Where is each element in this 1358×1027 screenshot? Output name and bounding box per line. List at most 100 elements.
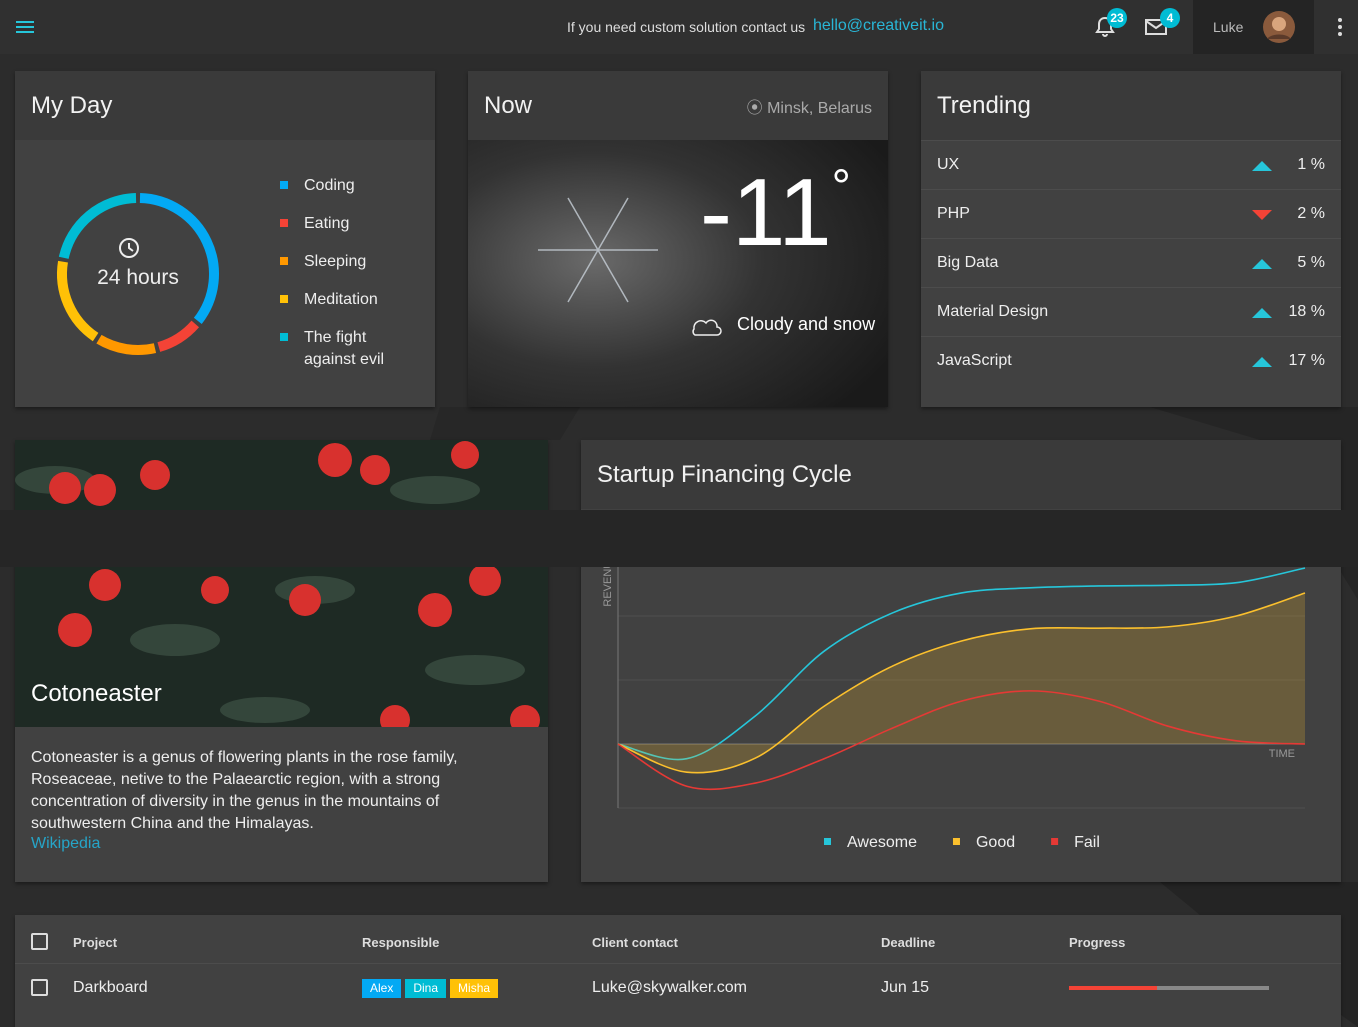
legend-swatch bbox=[280, 257, 288, 265]
card-title: Cotoneaster bbox=[31, 680, 162, 707]
tag: Alex bbox=[362, 979, 402, 998]
trend-arrow bbox=[1252, 161, 1272, 171]
legend-swatch bbox=[280, 295, 288, 303]
message-badge: 4 bbox=[1160, 8, 1180, 28]
more-button[interactable] bbox=[1336, 17, 1344, 37]
donut-segment bbox=[96, 334, 157, 355]
trending-value: 2 % bbox=[1297, 205, 1325, 222]
row-checkbox[interactable] bbox=[31, 979, 48, 996]
card-title: My Day bbox=[15, 71, 435, 140]
trend-arrow bbox=[1252, 357, 1272, 367]
legend-swatch bbox=[280, 333, 288, 341]
legend-label: Eating bbox=[304, 215, 350, 232]
weather-image: -11° Cloudy and snow bbox=[468, 140, 888, 407]
legend-label: Meditation bbox=[304, 291, 378, 308]
trend-arrow bbox=[1252, 308, 1272, 318]
donut-segment bbox=[139, 193, 219, 324]
trending-value: 18 % bbox=[1288, 303, 1325, 320]
legend-swatch bbox=[280, 219, 288, 227]
table-row: Darkboard Alex Dina Misha Luke@skywalker.com… bbox=[15, 963, 1341, 1011]
wikipedia-link[interactable]: Wikipedia bbox=[31, 835, 101, 852]
weather-card: Now ⦿ Minsk, Belarus -11° Cloudy and sno… bbox=[468, 71, 888, 407]
user-menu[interactable]: Luke bbox=[1193, 0, 1314, 54]
line bbox=[617, 592, 1306, 774]
legend-swatch bbox=[280, 181, 288, 189]
donut-center-label: 24 hours bbox=[97, 266, 179, 289]
email-link[interactable]: hello@creativeit.io bbox=[813, 17, 944, 34]
condition: Cloudy and snow bbox=[737, 314, 876, 334]
notification-badge: 23 bbox=[1107, 8, 1127, 28]
legend-label: Coding bbox=[304, 177, 355, 194]
trending-row: PHP 2 % bbox=[921, 189, 1341, 238]
avatar bbox=[1263, 11, 1295, 43]
trending-value: 1 % bbox=[1297, 156, 1325, 173]
temperature: -11° bbox=[700, 159, 851, 266]
trend-arrow bbox=[1252, 210, 1272, 220]
temperature-value: -11 bbox=[700, 159, 832, 266]
location: ⦿ Minsk, Belarus bbox=[746, 99, 872, 117]
legend-item: Coding bbox=[280, 175, 400, 197]
trending-card: Trending UX 1 % PHP 2 % Big Data 5 % Material … bbox=[921, 71, 1341, 407]
contact: Luke@skywalker.com bbox=[592, 979, 747, 996]
tag: Misha bbox=[450, 979, 499, 998]
my-day-card: My Day 24 hours Coding Eating Sleeping Medi… bbox=[15, 71, 435, 407]
deadline: Jun 15 bbox=[881, 979, 930, 996]
trending-label: UX bbox=[937, 156, 960, 173]
legend-swatch bbox=[1051, 838, 1059, 845]
legend-item: Meditation bbox=[280, 289, 400, 311]
legend-label: Good bbox=[976, 834, 1015, 851]
trending-row: Big Data 5 % bbox=[921, 238, 1341, 287]
project: Darkboard bbox=[73, 979, 148, 996]
plant-image bbox=[15, 440, 548, 727]
trending-value: 5 % bbox=[1297, 254, 1325, 271]
trending-label: JavaScript bbox=[937, 352, 1012, 369]
column-header: Project bbox=[73, 935, 118, 950]
column-header: Client contact bbox=[592, 935, 678, 950]
column-header: Progress bbox=[1069, 935, 1126, 950]
progress-track bbox=[1069, 986, 1269, 990]
overlay-bar bbox=[0, 510, 1358, 567]
x-axis-label: TIME bbox=[1269, 748, 1295, 760]
legend-swatch bbox=[952, 838, 960, 845]
line-chart: REVENUE TIME Awesome Good Fail bbox=[602, 551, 1306, 851]
area bbox=[618, 592, 1305, 773]
menu-button[interactable] bbox=[16, 18, 38, 36]
arrow-shape bbox=[1252, 259, 1272, 269]
user-name: Luke bbox=[1213, 19, 1244, 35]
tag: Dina bbox=[405, 979, 447, 998]
trending-row: UX 1 % bbox=[921, 140, 1341, 189]
location-text: Minsk, Belarus bbox=[767, 99, 872, 117]
select-all-checkbox[interactable] bbox=[31, 933, 48, 950]
trending-row: Material Design 18 % bbox=[921, 287, 1341, 336]
trending-row: JavaScript 17 % bbox=[921, 336, 1341, 385]
description: Cotoneaster is a genus of flowering plan… bbox=[31, 749, 458, 832]
card-title: Startup Financing Cycle bbox=[581, 440, 1341, 509]
legend-item: Sleeping bbox=[280, 251, 400, 273]
card-title: Now bbox=[484, 91, 533, 119]
legend: Coding Eating Sleeping Meditation The fight … bbox=[280, 175, 430, 387]
chart-card: Startup Financing Cycle REVENUE TIME Awe… bbox=[581, 440, 1341, 882]
trending-label: Big Data bbox=[937, 254, 999, 271]
legend-label: Sleeping bbox=[304, 253, 367, 270]
column-header: Deadline bbox=[881, 935, 936, 950]
legend-label: Fail bbox=[1074, 834, 1100, 851]
tags: Alex Dina Misha bbox=[362, 979, 499, 998]
arrow-shape bbox=[1252, 210, 1272, 220]
arrow-shape bbox=[1252, 308, 1272, 318]
temperature-unit: ° bbox=[832, 161, 851, 214]
notice: If you need custom solution contact us bbox=[567, 19, 806, 35]
column-header: Responsible bbox=[362, 935, 440, 950]
donut-segment bbox=[58, 193, 137, 260]
legend-item: The fight against evil bbox=[280, 327, 400, 371]
legend-item: Eating bbox=[280, 213, 400, 235]
card-header: Now ⦿ Minsk, Belarus bbox=[468, 71, 888, 140]
legend-label: Awesome bbox=[847, 834, 917, 851]
donut: 24 hours bbox=[57, 193, 219, 355]
trend-arrow bbox=[1252, 259, 1272, 269]
trending-label: Material Design bbox=[937, 303, 1049, 320]
line bbox=[617, 690, 1306, 791]
arrow-shape bbox=[1252, 161, 1272, 171]
donut-segment bbox=[57, 260, 99, 342]
arrow-shape bbox=[1252, 357, 1272, 367]
